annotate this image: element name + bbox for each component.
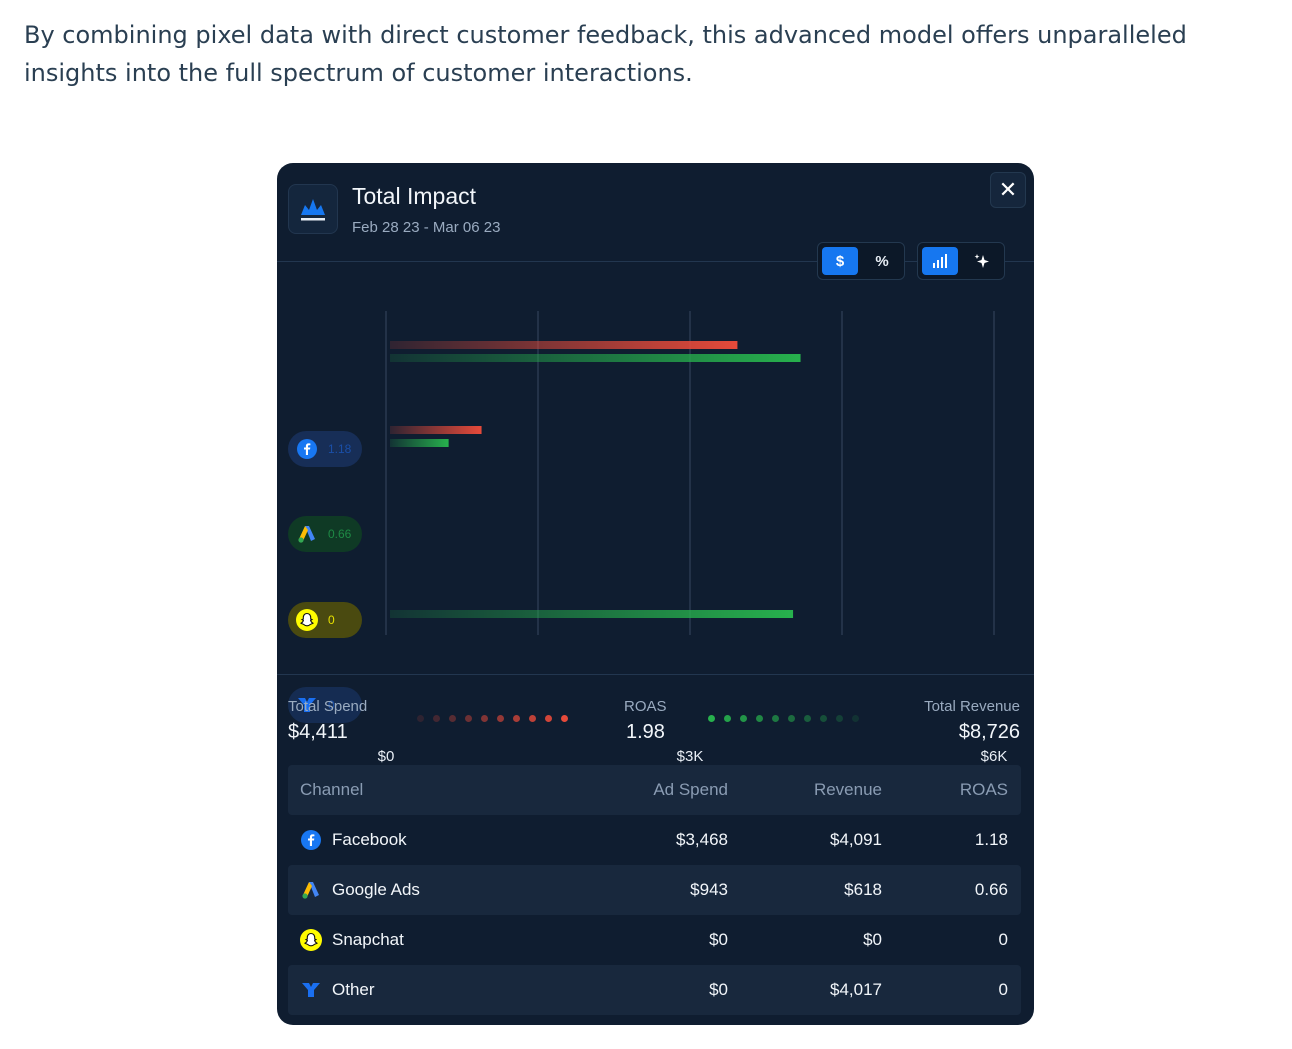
date-range: Feb 28 23 - Mar 06 23 [352,219,501,236]
progress-dot [820,715,827,722]
progress-dot [545,715,552,722]
total-revenue-value: $8,726 [958,721,1020,743]
x-tick-label: $6K [980,748,1008,765]
spend-bar-google-ads [390,426,482,434]
other-icon [296,694,318,716]
progress-dot [724,715,731,722]
progress-dot [529,715,536,722]
facebook-icon [296,438,318,460]
progress-dot [788,715,795,722]
ad-spend-cell: $943 [690,880,728,899]
snapchat-icon [296,609,318,631]
channel-name: Google Ads [332,880,420,899]
google-ads-icon [296,523,318,545]
close-icon: ✕ [998,177,1018,203]
progress-dot [449,715,456,722]
percent-toggle[interactable]: % [875,252,889,270]
ad-spend-cell: $0 [709,930,728,949]
header-divider [277,261,1034,262]
card-title: Total Impact [352,183,476,209]
roas-value: 1.98 [626,721,665,743]
pill-google-ads-roas: 0.66 [328,527,352,541]
table-row[interactable]: Facebook $3,468 $4,091 1.18 [288,815,1021,865]
progress-dot [836,715,843,722]
pill-snapchat[interactable]: 0 [288,602,362,638]
x-tick-label: $0 [377,748,395,765]
pill-snapchat-roas: 0 [328,613,335,627]
ad-spend-cell: $3,468 [676,830,728,849]
roas-cell: 0.66 [974,880,1008,899]
col-spend-header[interactable]: Ad Spend [653,780,728,799]
table-row[interactable]: Google Ads $943 $618 0.66 [288,865,1021,915]
bar-view-toggle[interactable] [922,247,958,275]
progress-dot [756,715,763,722]
intro-paragraph: By combining pixel data with direct cust… [24,21,1187,87]
progress-dot [772,715,779,722]
progress-dot [740,715,747,722]
col-channel-header[interactable]: Channel [300,780,364,799]
col-roas-header[interactable]: ROAS [959,780,1008,799]
channel-table: Channel Ad Spend Revenue ROAS Facebook $… [288,765,1021,1015]
metric-toggle-group: $ % [817,242,905,280]
progress-dot [417,715,424,722]
roas-cell: 1.18 [974,830,1008,849]
spend-dots [417,715,568,722]
revenue-dots [708,715,859,722]
bar-chart-icon [933,254,947,268]
col-revenue-header[interactable]: Revenue [813,780,882,799]
revenue-cell: $618 [844,880,882,899]
spend-bar-facebook [390,341,738,349]
progress-dot [481,715,488,722]
progress-dot [497,715,504,722]
channel-name: Other [332,980,375,999]
revenue-cell: $4,091 [830,830,882,849]
pill-other[interactable]: 0 [288,687,362,723]
google-ads-icon [300,879,322,901]
roas-cell: 0 [998,930,1008,949]
table-row[interactable]: Snapchat $0 $0 0 [288,915,1021,965]
revenue-bar-other [390,610,794,618]
snapchat-icon [300,929,322,951]
ad-spend-cell: $0 [709,980,728,999]
close-button[interactable]: ✕ [990,172,1026,208]
revenue-cell: $0 [863,930,882,949]
channel-name: Snapchat [332,930,404,949]
progress-dot [465,715,472,722]
impact-chart-svg [385,311,995,635]
table-header-row: Channel Ad Spend Revenue ROAS [288,765,1021,815]
progress-dot [561,715,568,722]
total-spend-value: $4,411 [288,721,348,743]
pill-facebook[interactable]: 1.18 [288,431,362,467]
total-revenue-label: Total Revenue [924,698,1020,715]
impact-burst-icon [301,199,325,221]
dollar-toggle[interactable]: $ [822,247,858,275]
progress-dot [513,715,520,722]
revenue-bar-facebook [390,354,801,362]
revenue-bar-google-ads [390,439,449,447]
facebook-icon [300,829,322,851]
progress-dot [433,715,440,722]
pill-google-ads[interactable]: 0.66 [288,516,362,552]
impact-chart: 1.18 0.66 0 0 $0 $3K $6K [277,263,1034,765]
table-row[interactable]: Other $0 $4,017 0 [288,965,1021,1015]
progress-dot [852,715,859,722]
other-icon [300,979,322,1001]
pill-other-roas: 0 [328,698,335,712]
channel-name: Facebook [332,830,407,849]
progress-dot [708,715,715,722]
x-tick-label: $3K [676,748,704,765]
roas-cell: 0 [998,980,1008,999]
chart-divider [277,674,1034,675]
roas-label: ROAS [624,698,667,715]
sparkle-icon [974,254,989,268]
view-toggle-group [917,242,1005,280]
total-impact-card: Total Impact Feb 28 23 - Mar 06 23 ✕ $ % [277,163,1034,1025]
sparkle-view-toggle[interactable] [964,247,1000,275]
revenue-cell: $4,017 [830,980,882,999]
total-impact-logo [288,184,338,234]
progress-dot [804,715,811,722]
total-spend-label: Total Spend [288,698,368,715]
pill-facebook-roas: 1.18 [328,442,352,456]
